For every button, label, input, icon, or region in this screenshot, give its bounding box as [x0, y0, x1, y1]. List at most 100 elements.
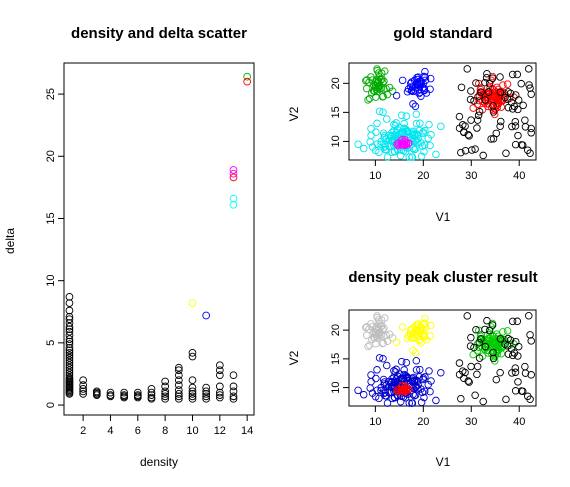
result-point — [407, 330, 415, 338]
delta-scatter-point — [229, 166, 238, 174]
delta-scatter-point — [215, 393, 224, 402]
result-point — [397, 357, 406, 366]
gold-point — [465, 132, 473, 140]
gold-point — [437, 122, 445, 131]
delta-scatter-point — [65, 315, 74, 324]
result-point — [421, 314, 429, 323]
result-point — [513, 317, 522, 326]
gold-point — [375, 148, 383, 157]
result-point — [477, 331, 486, 339]
gold-point — [375, 107, 384, 116]
result-point — [392, 338, 401, 347]
gold-point — [481, 96, 490, 104]
delta-scatter-point — [174, 381, 183, 389]
result-point — [489, 354, 498, 363]
result-point — [409, 390, 417, 399]
delta-scatter-point — [65, 358, 74, 367]
gold-point — [521, 123, 530, 131]
result-point — [477, 334, 485, 343]
result-point — [484, 334, 493, 343]
result-point — [412, 366, 421, 374]
gold-point — [409, 144, 417, 153]
gold-point — [487, 135, 495, 143]
gold-point — [403, 127, 412, 135]
delta-y-tick-label: 25 — [45, 88, 57, 100]
gold-point — [380, 85, 388, 94]
result-point — [472, 326, 480, 334]
gold-point — [417, 92, 425, 100]
delta-scatter-point — [188, 376, 197, 385]
result-point — [465, 378, 473, 386]
delta-scatter-xlabel: density — [140, 455, 178, 469]
result-point — [526, 395, 534, 403]
gold-point — [383, 153, 392, 161]
delta-scatter-point — [79, 376, 87, 385]
delta-scatter-point — [202, 392, 211, 401]
result-point — [467, 333, 475, 342]
gold-point — [496, 122, 504, 130]
delta-scatter-point — [65, 351, 74, 360]
delta-scatter-point — [65, 348, 74, 357]
result-point — [417, 398, 426, 407]
gold-point — [412, 119, 421, 128]
result-point — [354, 386, 362, 395]
gold-point — [489, 93, 498, 102]
result-point — [373, 366, 381, 374]
result-point — [415, 373, 424, 381]
delta-scatter-point — [215, 361, 224, 370]
delta-scatter-point — [65, 340, 74, 348]
delta-scatter-point — [229, 173, 238, 182]
result-point — [517, 387, 526, 395]
gold-point — [398, 76, 407, 85]
delta-scatter-plot-box — [63, 62, 255, 416]
delta-scatter-point — [202, 387, 211, 396]
delta-y-tick-label: 20 — [45, 150, 57, 162]
delta-scatter-point — [147, 388, 156, 397]
delta-scatter-point — [215, 366, 224, 375]
delta-scatter-point — [174, 390, 183, 398]
gold-point — [466, 95, 475, 104]
gold-point — [401, 136, 409, 144]
gold-point — [388, 128, 396, 137]
delta-scatter-point — [133, 393, 142, 402]
gold-point — [379, 129, 388, 137]
gold-point — [373, 65, 381, 73]
delta-scatter-point — [174, 363, 183, 372]
delta-scatter-point — [65, 368, 74, 377]
result-point — [390, 387, 398, 395]
result-x-tick-label: 20 — [417, 416, 429, 428]
gold-point — [373, 119, 381, 128]
result-point — [467, 362, 475, 371]
delta-scatter-point — [188, 387, 197, 396]
gold-x-tick-label: 40 — [513, 170, 525, 182]
result-point — [372, 340, 380, 348]
result-point — [378, 322, 386, 330]
result-point — [492, 375, 501, 384]
gold-point — [527, 129, 535, 137]
delta-x-tick-label: 2 — [80, 425, 86, 437]
gold-point — [485, 80, 494, 88]
gold-point — [412, 110, 421, 119]
delta-scatter-point — [188, 348, 197, 357]
gold-point — [481, 78, 489, 87]
delta-scatter-point — [106, 388, 115, 397]
result-point — [521, 362, 529, 371]
gold-point — [373, 140, 381, 148]
delta-scatter-point — [106, 392, 115, 401]
delta-scatter-point — [188, 352, 197, 361]
gold-point — [414, 138, 422, 147]
gold-point — [420, 84, 429, 93]
gold-point — [489, 135, 498, 143]
delta-scatter-point — [65, 337, 74, 346]
result-point — [507, 345, 516, 353]
gold-point — [467, 87, 475, 95]
cluster-result-plot-box — [348, 309, 537, 407]
gold-point — [411, 87, 419, 95]
result-point — [504, 350, 513, 358]
gold-point — [400, 119, 408, 128]
delta-scatter-point — [161, 387, 170, 396]
result-point — [377, 386, 385, 395]
gold-point — [387, 137, 396, 145]
result-point — [475, 338, 484, 347]
delta-scatter-point — [79, 390, 87, 398]
